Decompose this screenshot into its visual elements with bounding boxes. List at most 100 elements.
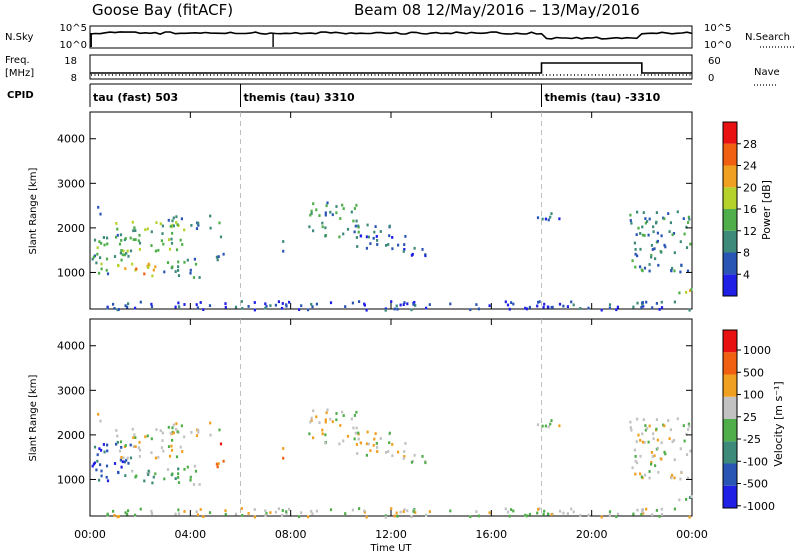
power-panel-frame (89, 111, 693, 310)
velocity-echo-cell (673, 476, 676, 480)
velocity-echo-cell (167, 445, 171, 448)
power-echo-cell (512, 302, 515, 306)
power-echo-cell (224, 305, 227, 309)
velocity-echo-cell (395, 511, 398, 515)
velocity-echo-cell (126, 512, 129, 516)
velocity-echo-cell (356, 452, 359, 455)
velocity-echo-cell (95, 468, 98, 472)
velocity-echo-cell (488, 511, 491, 515)
colorbar-swatch (723, 441, 737, 464)
velocity-echo-cell (154, 472, 157, 476)
cpid-segment-label: themis (tau) -3310 (545, 91, 661, 104)
power-echo-cell (504, 300, 507, 304)
power-echo-cell (469, 308, 472, 312)
velocity-echo-cell (672, 439, 676, 442)
freq-label-1: Freq. (5, 55, 30, 66)
velocity-echo-cell (645, 507, 648, 511)
velocity-echo-cell (639, 472, 642, 476)
velocity-echo-cell (385, 451, 388, 454)
power-echo-cell (425, 306, 428, 310)
power-echo-cell (119, 251, 122, 255)
power-echo-cell (197, 223, 200, 227)
velocity-echo-cell (641, 440, 644, 444)
velocity-echo-cell (537, 507, 540, 511)
velocity-echo-cell (119, 458, 122, 462)
velocity-echo-cell (183, 467, 186, 471)
velocity-echo-cell (124, 474, 127, 477)
velocity-echo-cell (277, 507, 280, 511)
velocity-echo-cell (195, 434, 199, 437)
velocity-echo-cell (662, 423, 665, 427)
velocity-echo-cell (138, 448, 142, 452)
power-echo-cell (663, 217, 666, 221)
cpid-segment-label: themis (tau) 3310 (244, 91, 356, 104)
nsky-bottom-tick: 10^0 (60, 40, 87, 51)
power-echo-cell (222, 252, 225, 256)
velocity-echo-cell (92, 462, 95, 466)
power-echo-cell (608, 303, 612, 307)
power-echo-cell (138, 241, 142, 245)
range-tick-label: 3000 (57, 384, 85, 397)
power-echo-cell (669, 221, 672, 225)
velocity-echo-cell (309, 420, 312, 424)
power-echo-cell (673, 300, 676, 304)
power-echo-cell (106, 272, 110, 276)
velocity-echo-cell (202, 515, 205, 518)
power-echo-cell (127, 254, 130, 258)
power-echo-cell (150, 305, 154, 308)
velocity-echo-cell (269, 511, 272, 514)
velocity-echo-cell (506, 510, 510, 514)
power-echo-cell (93, 238, 97, 242)
colorbar-swatch (723, 252, 737, 275)
velocity-echo-cell (538, 507, 541, 511)
velocity-panel-frame (89, 318, 693, 517)
power-echo-cell (536, 216, 540, 220)
velocity-echo-cell (135, 474, 138, 478)
velocity-echo-cell (325, 411, 328, 415)
velocity-echo-cell (643, 441, 646, 444)
velocity-echo-cell (179, 445, 182, 449)
power-echo-cell (125, 251, 128, 255)
power-echo-cell (354, 224, 357, 228)
nsearch-bottom-tick: 10^0 (704, 40, 731, 51)
power-echo-cell (562, 304, 565, 308)
power-echo-cell (510, 301, 513, 304)
velocity-echo-cell (335, 418, 338, 422)
velocity-echo-cell (683, 439, 686, 443)
power-echo-cell (657, 263, 660, 267)
velocity-echo-cell (655, 418, 658, 421)
velocity-echo-cell (192, 483, 196, 486)
velocity-echo-cell (118, 449, 122, 453)
power-echo-cell (648, 263, 651, 266)
velocity-echo-cell (550, 419, 553, 422)
velocity-echo-cell (338, 442, 341, 446)
power-echo-cell (202, 308, 205, 311)
velocity-echo-cell (100, 474, 103, 478)
power-echo-cell (324, 234, 327, 238)
velocity-echo-cell (222, 459, 225, 463)
power-echo-cell (402, 250, 405, 253)
velocity-echo-cell (193, 464, 196, 468)
velocity-echo-cell (655, 509, 658, 512)
velocity-echo-cell (186, 465, 189, 469)
power-echo-cell (277, 300, 280, 304)
velocity-echo-cell (410, 515, 413, 519)
velocity-echo-cell (637, 433, 640, 437)
velocity-echo-cell (387, 450, 390, 453)
velocity-echo-cell (358, 507, 361, 510)
power-echo-cell (376, 239, 379, 242)
power-echo-cell (172, 224, 175, 228)
velocity-echo-cell (449, 509, 452, 513)
velocity-echo-cell (106, 443, 109, 447)
power-echo-cell (587, 306, 590, 310)
power-echo-cell (660, 234, 663, 238)
velocity-echo-cell (161, 431, 164, 435)
power-echo-cell (324, 211, 327, 215)
power-echo-cell (630, 221, 633, 225)
freq-label-2: [MHz] (5, 68, 34, 79)
velocity-echo-cell (350, 417, 353, 421)
power-echo-cell (216, 258, 219, 262)
velocity-echo-cell (310, 419, 313, 422)
time-tick-label: 20:00 (576, 528, 608, 541)
power-echo-cell (414, 304, 417, 307)
